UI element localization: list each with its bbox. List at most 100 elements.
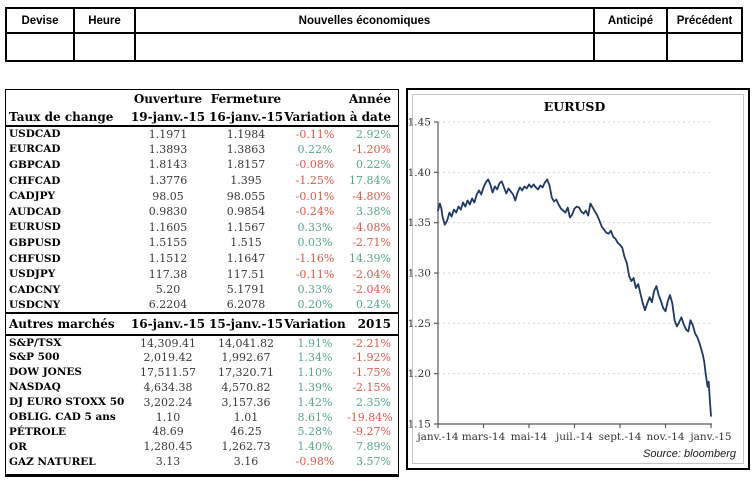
row-label: EURCAD: [9, 143, 61, 156]
y-tick-label: 1.20: [408, 368, 431, 380]
y-tick-label: 1.40: [408, 167, 431, 179]
row-label: DOW JONES: [9, 366, 82, 379]
col-spacer: [283, 90, 347, 108]
cell: 7.89%: [356, 440, 391, 454]
cell: 1,992.67: [221, 350, 271, 364]
news-cell: [73, 32, 136, 62]
cell: 98.055: [226, 189, 266, 203]
x-tick-label: janv.-14: [415, 431, 459, 443]
row-label: OBLIG. CAD 5 ans: [9, 411, 116, 424]
markets-row: NASDAQ 4,634.38 4,570.82 1.39% -2.15%: [6, 380, 398, 395]
markets-section-title: Autres marchés: [6, 312, 127, 337]
cell: 17,320.71: [218, 365, 274, 379]
rates-table: Ouverture Fermeture Année Taux de change…: [6, 90, 398, 469]
cell: 14.39%: [349, 252, 391, 266]
col-fermeture: Fermeture: [210, 92, 282, 106]
y-tick-label: 1.25: [408, 318, 431, 330]
cell: 1.10: [155, 410, 181, 424]
rates-row: EURUSD 1.1605 1.1567 0.33% -4.08%: [6, 220, 398, 236]
row-label: NASDAQ: [9, 381, 61, 394]
cell: 5.20: [155, 283, 181, 297]
cell: 1.5155: [148, 236, 188, 250]
cell: -1.16%: [295, 252, 335, 266]
col-variation: Variation: [283, 108, 347, 127]
row-label: USDCAD: [9, 128, 61, 141]
cell: 1.1971: [148, 127, 188, 141]
row-label: GBPCAD: [9, 158, 61, 171]
cell: -0.98%: [295, 455, 335, 469]
cell: 0.33%: [297, 283, 333, 297]
news-empty-row: [5, 32, 743, 62]
cell: -2.15%: [352, 380, 391, 394]
cell: -2.71%: [352, 236, 391, 250]
cell: 0.24%: [356, 298, 391, 312]
col-market-2015: 2015: [347, 312, 398, 337]
row-label: OR: [9, 440, 27, 453]
markets-header-row: Autres marchés 16-janv.-15 15-janv.-15 V…: [6, 312, 398, 337]
markets-row: GAZ NATUREL 3.13 3.16 -0.98% 3.57%: [6, 454, 398, 469]
cell: 98.05: [152, 189, 184, 203]
rates-row: AUDCAD 0.9830 0.9854 -0.24% 3.38%: [6, 204, 398, 220]
cell: -2.04%: [352, 267, 391, 281]
rates-row: CADJPY 98.05 98.055 -0.01% -4.80%: [6, 188, 398, 204]
cell: 0.9854: [226, 205, 266, 219]
row-label: S&P 500: [9, 351, 60, 364]
rates-row: CADCNY 5.20 5.1791 0.33% -2.04%: [6, 282, 398, 298]
rates-panel: Ouverture Fermeture Année Taux de change…: [5, 89, 399, 477]
cell: 1.39%: [297, 380, 333, 394]
eurusd-line-series: [437, 178, 712, 417]
cell: 3,202.24: [143, 395, 193, 409]
cell: -9.27%: [352, 425, 391, 439]
rates-section-title: Taux de change: [6, 108, 127, 127]
cell: 1.34%: [297, 350, 333, 364]
cell: 6.2204: [148, 298, 188, 312]
cell: 2.92%: [356, 127, 391, 141]
cell: 1.1647: [226, 252, 266, 266]
cell: -1.75%: [352, 365, 391, 379]
row-label: CHFUSD: [9, 252, 61, 265]
col-a-date: à date: [347, 108, 398, 127]
rates-row: CHFCAD 1.3776 1.395 -1.25% 17.84%: [6, 173, 398, 189]
x-tick-label: mars-14: [462, 431, 506, 443]
eurusd-chart: EURUSD 1.45 1.40 1.35 1.30 1.25 1.20 1.15 janv.…: [406, 88, 750, 470]
row-label: USDJPY: [9, 268, 56, 281]
y-tick-label: 1.30: [408, 268, 431, 280]
markets-row: OR 1,280.45 1,262.73 1.40% 7.89%: [6, 439, 398, 454]
x-tick-label: sept.-14: [599, 431, 642, 443]
cell: 2,019.42: [143, 350, 193, 364]
rates-header-top: Ouverture Fermeture Année: [6, 90, 398, 108]
cell: 0.33%: [297, 220, 333, 234]
cell: -0.08%: [295, 158, 335, 172]
row-label: CADCNY: [9, 283, 61, 296]
cell: -2.21%: [352, 336, 391, 350]
cell: 0.22%: [297, 142, 333, 156]
col-date-close: 16-janv.-15: [209, 108, 283, 127]
cell: 1.01: [233, 410, 259, 424]
cell: 3.13: [155, 455, 181, 469]
col-annee: Année: [348, 92, 391, 106]
x-tick-label: juil.-14: [554, 431, 593, 443]
rates-header-spacer: [6, 90, 127, 108]
cell: 2.35%: [356, 395, 391, 409]
rates-header-bottom: Taux de change 19-janv.-15 16-janv.-15 V…: [6, 108, 398, 127]
cell: 1.91%: [297, 336, 333, 350]
col-ouverture: Ouverture: [133, 92, 203, 106]
cell: 1.515: [230, 236, 262, 250]
rates-row: EURCAD 1.3893 1.3863 0.22% -1.20%: [6, 142, 398, 158]
news-header-nouvelles: Nouvelles économiques: [134, 7, 595, 34]
cell: 0.9830: [148, 205, 188, 219]
markets-row: DOW JONES 17,511.57 17,320.71 1.10% -1.75%: [6, 365, 398, 380]
cell: 1.395: [230, 174, 262, 188]
news-header-precedent: Précédent: [666, 7, 743, 34]
cell: 1.42%: [297, 395, 333, 409]
cell: 1,280.45: [143, 440, 193, 454]
cell: 8.61%: [297, 410, 333, 424]
cell: 0.22%: [356, 158, 391, 172]
cell: 3.38%: [356, 205, 391, 219]
cell: -0.24%: [295, 205, 335, 219]
cell: 0.03%: [297, 236, 333, 250]
news-header-row: Devise Heure Nouvelles économiques Antic…: [5, 7, 743, 34]
cell: -19.84%: [347, 410, 393, 424]
cell: -1.92%: [352, 350, 391, 364]
cell: -1.20%: [352, 142, 391, 156]
